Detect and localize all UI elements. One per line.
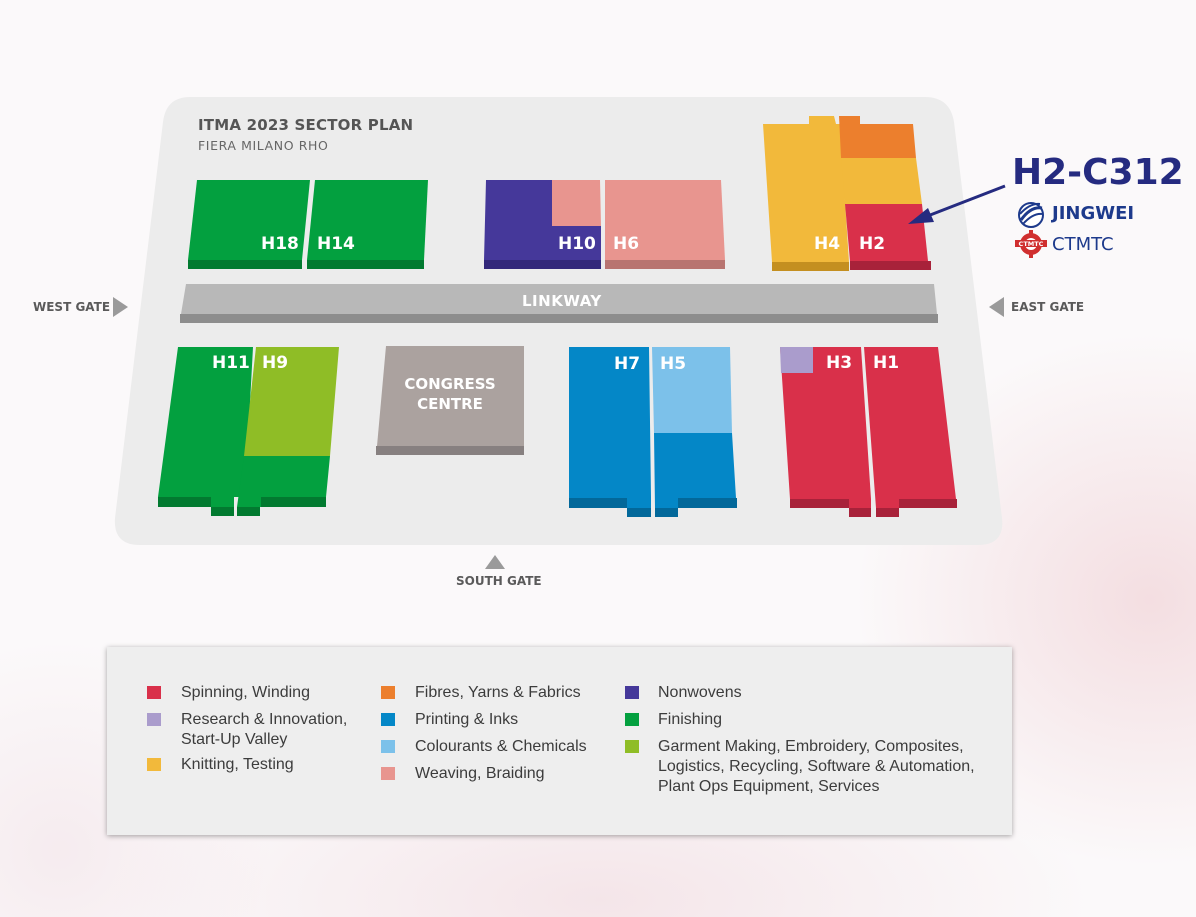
brand-jingwei: JINGWEI [1052,203,1135,224]
legend-garment-line2: Logistics, Recycling, Software & Automat… [658,758,975,775]
west-gate-arrow [113,297,128,317]
hall-h1-shape[interactable] [864,347,957,517]
west-gate-label[interactable]: WEST GATE [33,300,111,314]
hall-h6-shape[interactable] [605,180,725,269]
hall-h9-label[interactable]: H9 [262,353,289,373]
jingwei-logo-icon [1018,202,1044,228]
linkway-label: LINKWAY [522,292,602,310]
east-gate-arrow [989,297,1004,317]
legend-research: Research & Innovation, Start-Up Valley [181,710,347,750]
legend-printing: Printing & Inks [415,711,519,728]
hall-h10-label[interactable]: H10 [558,234,596,254]
hall-h14-shape[interactable] [307,180,428,269]
hall-h5-shape[interactable] [652,347,737,517]
hall-h11-shape[interactable] [158,347,253,516]
booth-pointer-arrow [908,184,1006,224]
hall-h7-shape[interactable] [569,347,651,517]
legend-research-line1: Research & Innovation, [181,711,348,728]
legend-panel: Spinning, Winding Research & Innovation,… [107,647,1012,835]
legend-garment-line1: Garment Making, Embroidery, Composites, [658,738,964,755]
hall-h2-shape[interactable] [839,116,931,270]
swatch-knitting [147,758,161,771]
legend-research-line2: Start-Up Valley [181,731,288,748]
brand-ctmtc: CTMTC [1052,234,1114,255]
south-gate-arrow [485,555,505,569]
plan-subtitle: FIERA MILANO RHO [198,138,329,153]
hall-h3-shape[interactable] [780,347,871,517]
legend-finishing: Finishing [658,711,723,728]
hall-h7-label[interactable]: H7 [614,354,641,374]
hall-h2-label[interactable]: H2 [859,234,886,254]
hall-h3-label[interactable]: H3 [826,353,853,373]
swatch-nonwovens [625,686,639,699]
congress-centre-label[interactable]: CONGRESS CENTRE [386,374,514,414]
hall-h5-label[interactable]: H5 [660,354,687,374]
booth-code: H2-C312 [1012,152,1184,193]
hall-h18-label[interactable]: H18 [261,234,299,254]
swatch-printing [381,713,395,726]
hall-h18-shape[interactable] [188,180,310,269]
hall-h4-label[interactable]: H4 [814,234,841,254]
swatch-fibres [381,686,395,699]
hall-h1-label[interactable]: H1 [873,353,900,373]
congress-line1: CONGRESS [404,375,496,393]
hall-h4-shape[interactable] [763,116,849,271]
legend-knitting: Knitting, Testing [181,756,294,773]
hall-h6-label[interactable]: H6 [613,234,640,254]
south-gate-label[interactable]: SOUTH GATE [456,574,542,588]
swatch-colourants [381,740,395,753]
swatch-finishing [625,713,639,726]
legend-colourants: Colourants & Chemicals [415,738,587,755]
legend-nonwovens: Nonwovens [658,684,742,701]
hall-h14-label[interactable]: H14 [317,234,355,254]
hall-h11-label[interactable]: H11 [212,353,250,373]
swatch-garment [625,740,639,753]
ctmtc-logo-text: CTMTC [1019,240,1044,248]
congress-centre-shape[interactable] [376,346,524,455]
legend-garment: Garment Making, Embroidery, Composites, … [658,737,975,797]
legend-weaving: Weaving, Braiding [415,765,545,782]
legend-garment-line3: Plant Ops Equipment, Services [658,778,880,795]
swatch-research [147,713,161,726]
legend-fibres: Fibres, Yarns & Fabrics [415,684,581,701]
swatch-weaving [381,767,395,780]
ctmtc-logo-icon: CTMTC [1015,230,1047,258]
legend-spinning: Spinning, Winding [181,684,310,701]
congress-line2: CENTRE [417,395,483,413]
swatch-spinning [147,686,161,699]
hall-h9-shape[interactable] [237,347,339,516]
plan-title: ITMA 2023 SECTOR PLAN [198,116,414,134]
east-gate-label[interactable]: EAST GATE [1011,300,1085,314]
linkway-shape [180,284,938,323]
hall-h10-shape[interactable] [484,180,601,269]
